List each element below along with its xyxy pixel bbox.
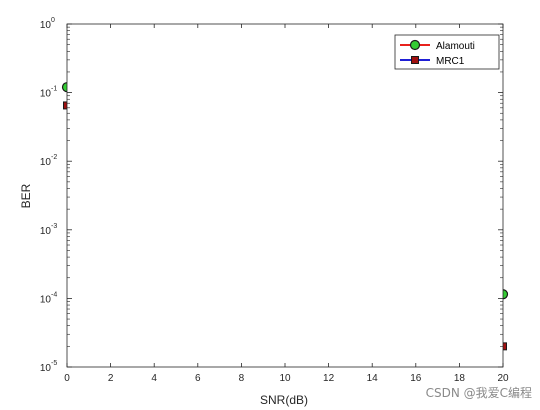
y-tick-label: 10 -2 [40, 154, 57, 168]
y-tick-label: 10 -1 [40, 86, 57, 100]
x-tick-label: 10 [279, 373, 291, 384]
legend-marker-alamouti [409, 39, 421, 51]
legend: Alamouti MRC1 [394, 34, 500, 70]
y-axis-label: BER [19, 183, 33, 208]
y-tick-base: 10 [40, 157, 52, 168]
y-tick-label: 10 -4 [40, 291, 57, 305]
y-tick-exponent: -3 [51, 223, 57, 230]
legend-label-alamouti: Alamouti [436, 41, 475, 52]
y-tick-label: 10 -3 [40, 223, 57, 237]
x-tick-label: 0 [64, 373, 70, 384]
y-tick-exponent: -4 [51, 291, 57, 298]
y-tick-base: 10 [40, 226, 52, 237]
y-tick-exponent: -2 [51, 154, 57, 161]
watermark-text: CSDN @我爱C编程 [426, 385, 532, 400]
x-tick-label: 18 [454, 373, 466, 384]
y-tick-base: 10 [40, 89, 52, 100]
legend-label-mrc1: MRC1 [436, 56, 465, 67]
legend-marker-mrc1 [411, 56, 419, 64]
x-tick-label: 20 [497, 373, 509, 384]
x-tick-label: 2 [108, 373, 114, 384]
x-tick-label: 14 [367, 373, 379, 384]
y-tick-base: 10 [40, 294, 52, 305]
y-tick-base: 10 [40, 20, 52, 31]
x-axis-label: SNR(dB) [260, 393, 308, 407]
x-tick-label: 8 [239, 373, 245, 384]
x-tick-label: 12 [323, 373, 335, 384]
x-tick-label: 4 [151, 373, 157, 384]
x-tick-label: 16 [410, 373, 422, 384]
axes-box [66, 23, 504, 368]
y-tick-exponent: -1 [51, 86, 57, 93]
y-tick-label: 10 0 [40, 17, 55, 31]
y-tick-exponent: 0 [51, 17, 55, 24]
y-tick-label: 10 -5 [40, 360, 57, 374]
y-tick-base: 10 [40, 363, 52, 374]
x-tick-label: 6 [195, 373, 201, 384]
y-tick-exponent: -5 [51, 360, 57, 367]
